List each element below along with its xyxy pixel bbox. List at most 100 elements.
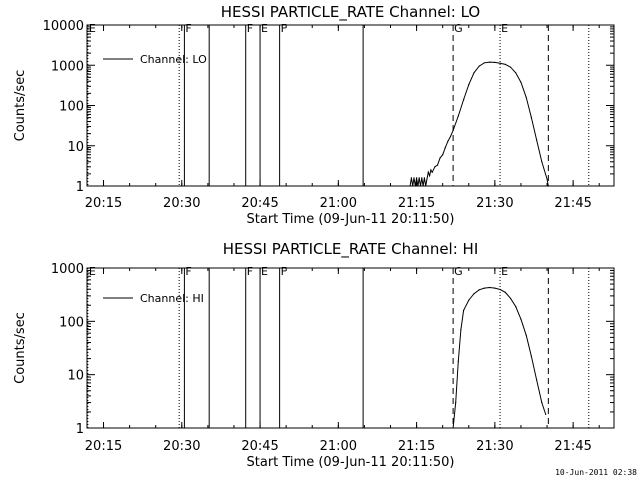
plot-frame [86,24,615,187]
data-point [425,185,427,187]
y-axis-label: Counts/sec [13,312,28,384]
x-tick-label: 21:15 [398,439,435,454]
data-series-line [452,286,547,429]
event-marker-label: F [247,265,253,278]
y-tick-label: 10000 [43,19,84,34]
chart-panel-hi: HESSI PARTICLE_RATE Channel: HI 20:15 20:3… [13,240,615,470]
data-point [444,147,446,149]
data-point [509,297,512,299]
data-point [530,117,533,119]
chart-panel-lo: HESSI PARTICLE_RATE Channel: LO 20:15 20:3… [13,3,615,227]
data-point [447,140,449,142]
chart-title: HESSI PARTICLE_RATE Channel: HI [223,240,479,259]
x-tick-label: 20:45 [241,439,278,454]
x-tick-label: 21:45 [554,196,591,211]
data-point [434,166,436,168]
x-tick-label: 20:45 [241,196,278,211]
data-point [414,185,416,187]
data-point [463,309,465,311]
data-point [483,287,485,289]
data-point [409,185,411,187]
data-point [427,171,429,173]
event-marker-label: G [454,22,463,35]
data-point [483,62,485,64]
x-tick-label: 21:00 [320,439,357,454]
data-point [468,299,470,301]
plot-timestamp: 10-Jun-2011 02:38 [555,468,637,477]
data-point [541,402,543,404]
data-point [504,63,506,65]
data-point [546,178,548,180]
event-marker-label: E [261,265,268,278]
data-point [460,329,462,331]
data-point [473,293,475,295]
x-tick-label: 21:00 [320,196,357,211]
y-tick-label: 1000 [51,262,84,277]
y-axis-label: Counts/sec [13,70,28,142]
y-tick-label: 100 [59,315,84,330]
data-point [520,318,522,320]
event-marker-label: F [185,265,191,278]
data-point [478,65,480,67]
data-point [494,61,496,64]
data-point [418,177,420,179]
event-marker-label: E [261,22,268,35]
data-point [547,185,549,187]
x-tick-label: 20:30 [163,196,200,211]
event-marker-label: F [185,22,191,35]
event-marker-label: G [454,265,463,278]
data-point [436,164,439,166]
data-point [417,185,419,187]
data-point [416,177,418,179]
legend-label: Channel: LO [140,53,207,66]
data-point [509,66,512,68]
x-tick-label: 20:15 [85,196,122,211]
y-tick-label: 10 [67,140,84,155]
data-point [426,178,428,180]
data-point [455,402,457,404]
x-tick-label: 21:30 [476,439,513,454]
data-point [536,139,538,141]
y-tick-label: 1 [76,180,84,195]
data-point [545,413,547,415]
data-point [494,287,496,289]
data-point [457,115,459,117]
data-point [499,288,501,291]
data-point [468,84,470,86]
event-marker-label: F [281,22,287,35]
x-tick-label: 20:30 [163,439,200,454]
data-point [515,305,517,308]
x-tick-label: 21:30 [476,196,513,211]
x-tick-label: 21:45 [554,439,591,454]
y-tick-label: 10 [67,369,84,384]
data-point [504,291,506,293]
data-point [421,177,423,179]
event-marker-label: E [89,22,96,35]
x-tick-label: 21:15 [398,196,435,211]
event-marker-label: E [89,265,96,278]
data-point [410,177,412,179]
data-point [423,177,425,179]
legend-label: Channel: HI [140,292,204,305]
data-point [442,154,444,156]
y-tick-label: 1 [76,422,84,437]
data-point [489,61,491,63]
data-point [525,334,527,336]
data-point [499,62,501,64]
event-marker-label: E [501,265,508,278]
event-marker-label: F [281,265,287,278]
x-axis-label: Start Time (09-Jun-11 20:11:50) [247,212,455,227]
data-point [452,427,454,429]
y-tick-label: 100 [59,100,84,115]
data-point [429,175,431,177]
data-point [452,129,454,131]
data-point [520,81,522,83]
data-point [489,286,491,289]
plot-frame [86,267,615,429]
x-tick-label: 20:15 [85,439,122,454]
chart-title: HESSI PARTICLE_RATE Channel: LO [221,3,480,22]
event-marker-label: E [501,22,508,35]
data-point [457,360,459,362]
data-point [412,185,414,187]
